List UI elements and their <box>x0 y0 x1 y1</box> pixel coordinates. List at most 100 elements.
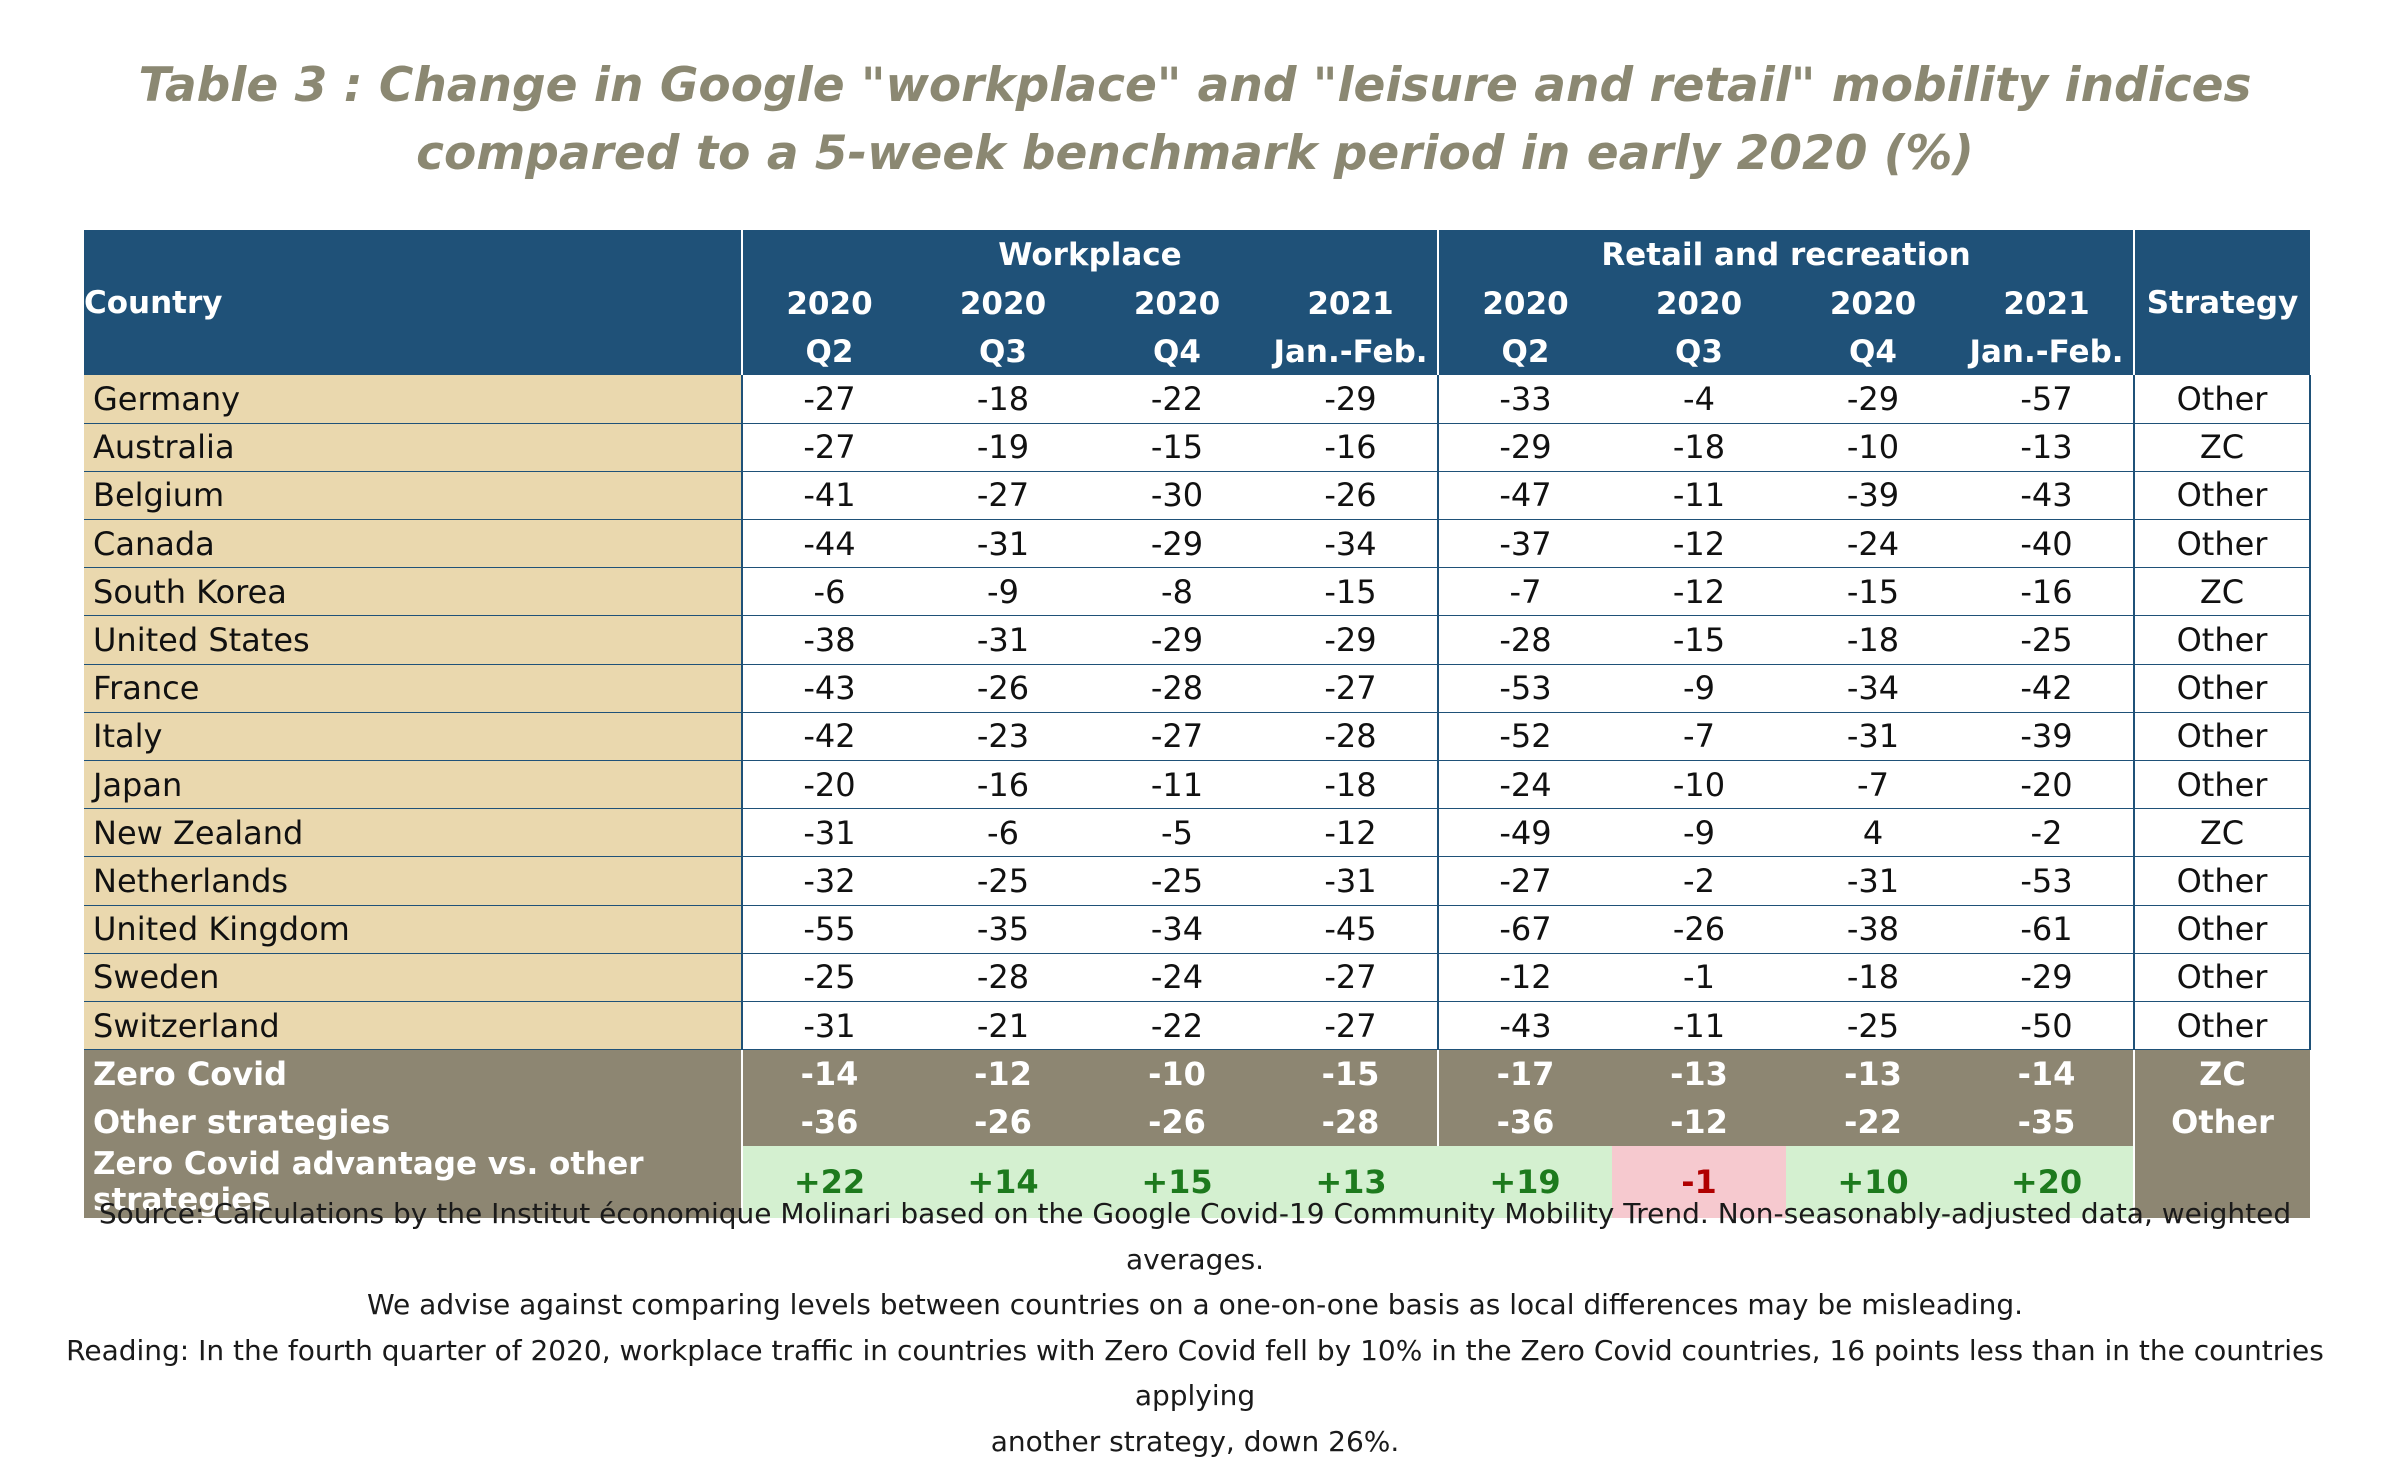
value-cell: -27 <box>916 471 1090 519</box>
summary-value: -12 <box>916 1050 1090 1098</box>
advice-note: We advise against comparing levels betwe… <box>60 1282 2330 1328</box>
country-cell: United Kingdom <box>84 905 742 953</box>
value-cell: -34 <box>1264 520 1438 568</box>
value-cell: -11 <box>1612 471 1786 519</box>
value-cell: -28 <box>1090 664 1264 712</box>
value-cell: -27 <box>1090 712 1264 760</box>
period-year-header: 2021 <box>1960 280 2134 328</box>
period-sub-header: Q3 <box>916 328 1090 375</box>
value-cell: -18 <box>1612 423 1786 471</box>
value-cell: -44 <box>742 520 916 568</box>
retail-header: Retail and recreation <box>1438 230 2134 280</box>
strategy-cell: ZC <box>2134 809 2310 857</box>
summary-value: -26 <box>916 1098 1090 1146</box>
period-year-header: 2020 <box>742 280 916 328</box>
country-cell: Belgium <box>84 471 742 519</box>
strategy-cell: Other <box>2134 761 2310 809</box>
value-cell: -2 <box>1960 809 2134 857</box>
period-year-header: 2020 <box>1612 280 1786 328</box>
summary-value: -10 <box>1090 1050 1264 1098</box>
value-cell: -8 <box>1090 568 1264 616</box>
value-cell: -26 <box>1612 905 1786 953</box>
value-cell: -67 <box>1438 905 1612 953</box>
summary-value: -28 <box>1264 1098 1438 1146</box>
period-sub-header: Q2 <box>742 328 916 375</box>
value-cell: -30 <box>1090 471 1264 519</box>
value-cell: -16 <box>1960 568 2134 616</box>
strategy-cell: Other <box>2134 1001 2310 1049</box>
value-cell: -43 <box>742 664 916 712</box>
value-cell: -9 <box>1612 664 1786 712</box>
value-cell: -18 <box>1786 616 1960 664</box>
value-cell: -24 <box>1786 520 1960 568</box>
value-cell: -34 <box>1786 664 1960 712</box>
summary-value: -15 <box>1264 1050 1438 1098</box>
summary-value: -36 <box>742 1098 916 1146</box>
strategy-cell: Other <box>2134 712 2310 760</box>
value-cell: -28 <box>916 953 1090 1001</box>
value-cell: -6 <box>742 568 916 616</box>
country-cell: Canada <box>84 520 742 568</box>
value-cell: -6 <box>916 809 1090 857</box>
summary-value: -26 <box>1090 1098 1264 1146</box>
strategy-cell: ZC <box>2134 423 2310 471</box>
value-cell: -7 <box>1786 761 1960 809</box>
value-cell: -5 <box>1090 809 1264 857</box>
table-title: Table 3 : Change in Google "workplace" a… <box>60 52 2330 188</box>
summary-value: -22 <box>1786 1098 1960 1146</box>
value-cell: -27 <box>742 375 916 423</box>
period-sub-header: Jan.-Feb. <box>1264 328 1438 375</box>
value-cell: -31 <box>742 1001 916 1049</box>
value-cell: -31 <box>1786 712 1960 760</box>
value-cell: -43 <box>1438 1001 1612 1049</box>
value-cell: -26 <box>1264 471 1438 519</box>
summary-value: -14 <box>1960 1050 2134 1098</box>
value-cell: -12 <box>1612 568 1786 616</box>
value-cell: -49 <box>1438 809 1612 857</box>
value-cell: -37 <box>1438 520 1612 568</box>
value-cell: -29 <box>1264 375 1438 423</box>
mobility-table: Country Workplace Retail and recreation … <box>84 230 2311 1218</box>
value-cell: -29 <box>1786 375 1960 423</box>
table-header: Country Workplace Retail and recreation … <box>84 230 2310 375</box>
strategy-cell: ZC <box>2134 568 2310 616</box>
summary-value: -13 <box>1612 1050 1786 1098</box>
value-cell: -28 <box>1438 616 1612 664</box>
value-cell: -53 <box>1438 664 1612 712</box>
summary-value: -12 <box>1612 1098 1786 1146</box>
strategy-cell: Other <box>2134 857 2310 905</box>
country-cell: Sweden <box>84 953 742 1001</box>
strategy-cell: Other <box>2134 664 2310 712</box>
value-cell: -25 <box>1786 1001 1960 1049</box>
workplace-header: Workplace <box>742 230 1438 280</box>
value-cell: -1 <box>1612 953 1786 1001</box>
country-cell: Netherlands <box>84 857 742 905</box>
country-cell: New Zealand <box>84 809 742 857</box>
value-cell: -20 <box>742 761 916 809</box>
value-cell: -43 <box>1960 471 2134 519</box>
country-cell: United States <box>84 616 742 664</box>
strategy-cell: Other <box>2134 471 2310 519</box>
value-cell: -20 <box>1960 761 2134 809</box>
value-cell: -27 <box>742 423 916 471</box>
value-cell: -29 <box>1960 953 2134 1001</box>
value-cell: -15 <box>1786 568 1960 616</box>
country-header: Country <box>84 230 742 375</box>
country-cell: Japan <box>84 761 742 809</box>
value-cell: -41 <box>742 471 916 519</box>
period-year-header: 2020 <box>1786 280 1960 328</box>
value-cell: -15 <box>1264 568 1438 616</box>
value-cell: -9 <box>1612 809 1786 857</box>
value-cell: -18 <box>1264 761 1438 809</box>
summary-value: -35 <box>1960 1098 2134 1146</box>
